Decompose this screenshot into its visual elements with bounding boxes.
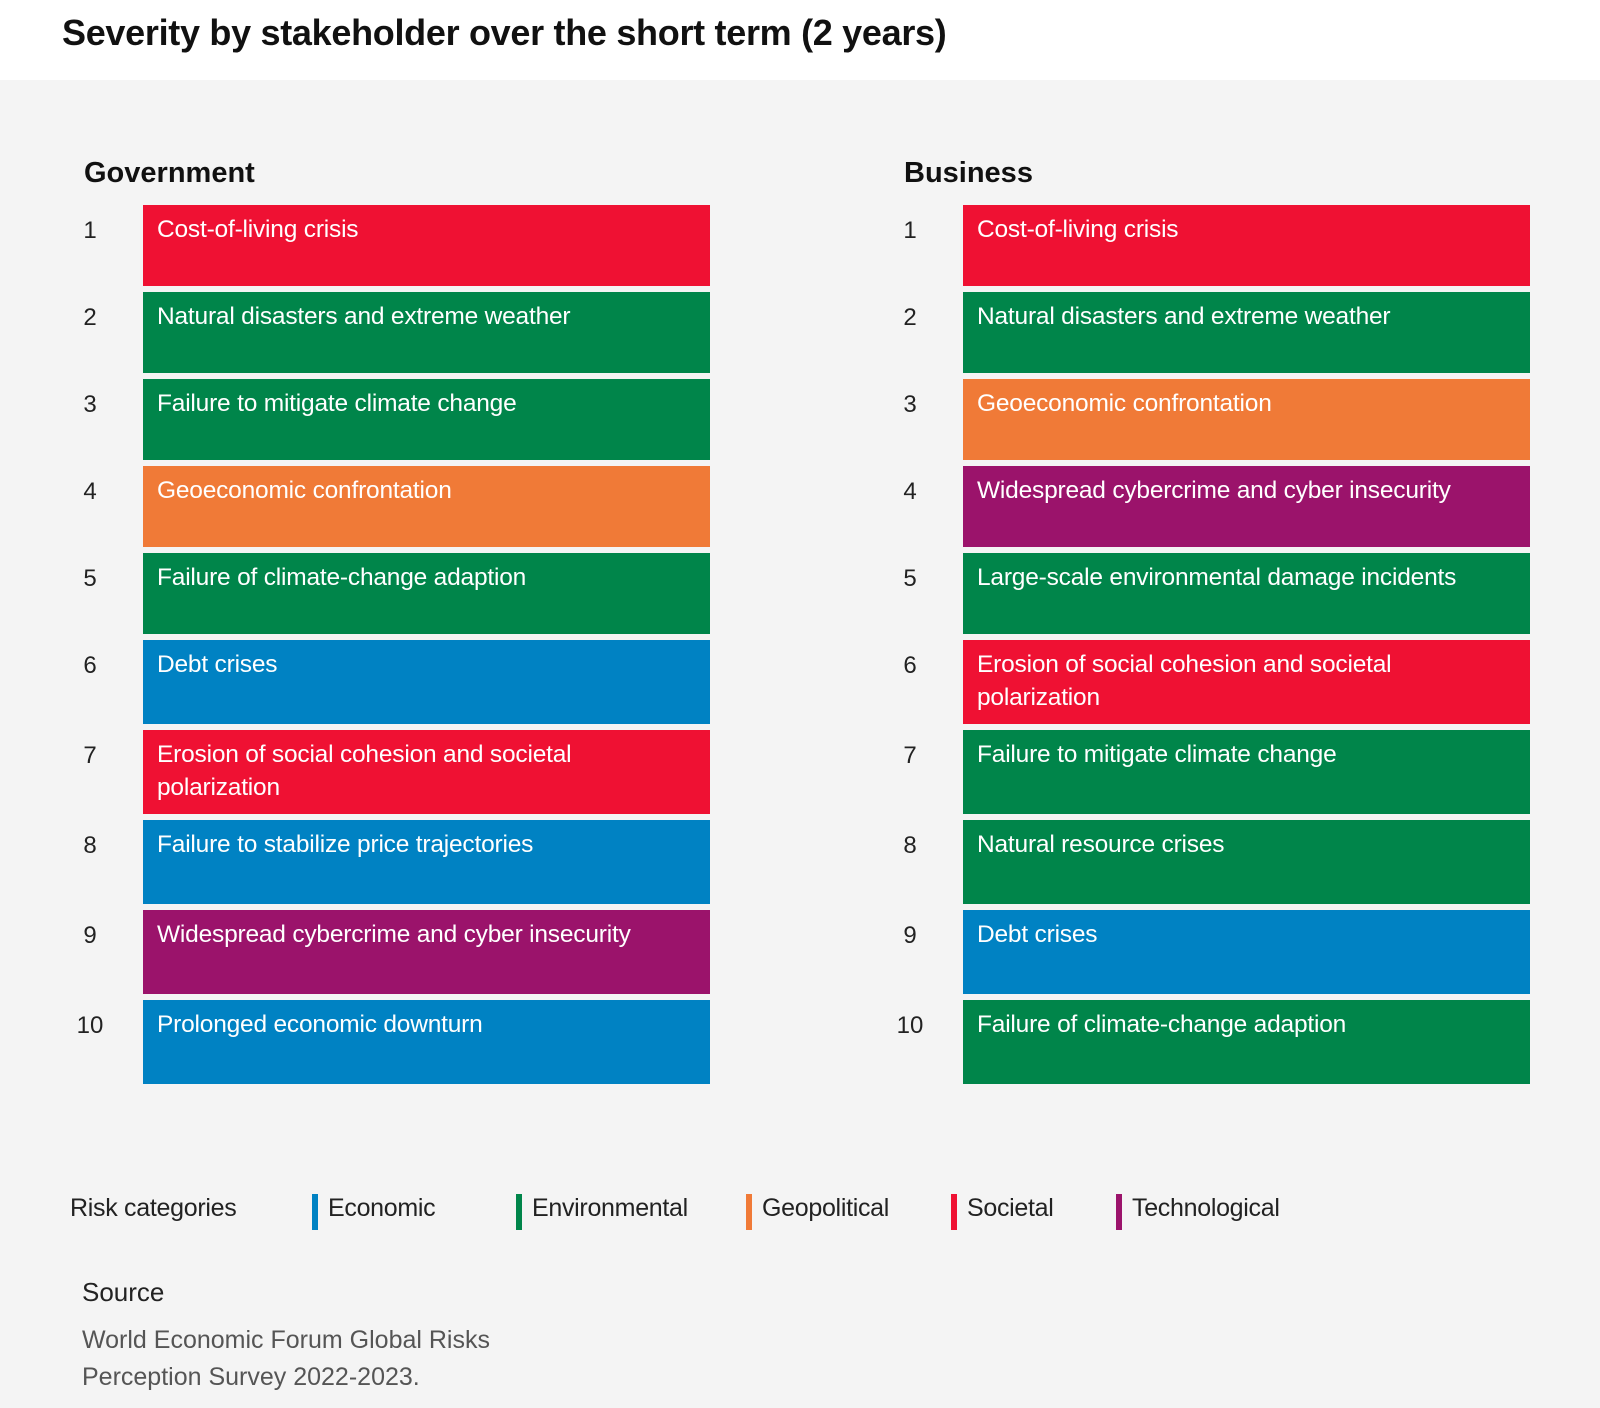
risk-row-business: 7 Failure to mitigate climate change <box>890 730 1540 814</box>
risk-bar: Cost-of-living crisis <box>143 205 710 286</box>
legend-swatch-societal <box>951 1194 957 1230</box>
header-band: Severity by stakeholder over the short t… <box>0 0 1600 80</box>
panel-title-government: Government <box>84 157 255 189</box>
risk-row-business: 2 Natural disasters and extreme weather <box>890 292 1540 373</box>
risk-bar: Failure of climate-change adaption <box>143 553 710 634</box>
risk-row-business: 1 Cost-of-living crisis <box>890 205 1540 286</box>
risk-bar: Failure to mitigate climate change <box>143 379 710 460</box>
risk-row-government: 1 Cost-of-living crisis <box>70 205 720 286</box>
risk-row-business: 9 Debt crises <box>890 910 1540 994</box>
rank-number: 10 <box>896 1012 924 1039</box>
risk-bar: Failure to mitigate climate change <box>963 730 1530 814</box>
rank-number: 8 <box>903 832 917 859</box>
risk-row-business: 3 Geoeconomic confrontation <box>890 379 1540 460</box>
risk-bar: Natural resource crises <box>963 820 1530 904</box>
risk-bar: Widespread cybercrime and cyber insecuri… <box>143 910 710 994</box>
legend-text-geopolitical: Geopolitical <box>762 1194 890 1222</box>
rank-number: 6 <box>83 652 97 679</box>
risk-row-business: 8 Natural resource crises <box>890 820 1540 904</box>
risk-row-business: 5 Large-scale environmental damage incide… <box>890 553 1540 634</box>
legend-label: Risk categories <box>70 1194 237 1222</box>
risk-row-government: 9 Widespread cybercrime and cyber insecur… <box>70 910 720 994</box>
rank-number: 3 <box>83 391 97 418</box>
rank-number: 4 <box>903 478 917 505</box>
rank-number: 9 <box>903 922 917 949</box>
legend-swatch-environmental <box>516 1194 522 1230</box>
rank-number: 7 <box>83 742 97 769</box>
rank-number: 8 <box>83 832 97 859</box>
risk-bar: Large-scale environmental damage inciden… <box>963 553 1530 634</box>
risk-bar: Erosion of social cohesion and societal … <box>963 640 1530 724</box>
legend-swatch-geopolitical <box>746 1194 752 1230</box>
risk-row-government: 6 Debt crises <box>70 640 720 724</box>
risk-row-business: 6 Erosion of social cohesion and societal… <box>890 640 1540 724</box>
rank-number: 4 <box>83 478 97 505</box>
risk-row-government: 8 Failure to stabilize price trajectories <box>70 820 720 904</box>
risk-bar: Geoeconomic confrontation <box>143 466 710 547</box>
chart-title: Severity by stakeholder over the short t… <box>62 12 947 53</box>
risk-bar: Natural disasters and extreme weather <box>963 292 1530 373</box>
rank-number: 7 <box>903 742 917 769</box>
rank-number: 5 <box>903 565 917 592</box>
legend-swatch-economic <box>312 1194 318 1230</box>
risk-bar: Failure to stabilize price trajectories <box>143 820 710 904</box>
legend-text-societal: Societal <box>967 1194 1054 1222</box>
risk-bar: Failure of climate-change adaption <box>963 1000 1530 1084</box>
risk-bar: Debt crises <box>963 910 1530 994</box>
risk-bar: Debt crises <box>143 640 710 724</box>
rank-number: 6 <box>903 652 917 679</box>
risk-bar: Geoeconomic confrontation <box>963 379 1530 460</box>
risk-bar: Prolonged economic downturn <box>143 1000 710 1084</box>
risk-row-government: 2 Natural disasters and extreme weather <box>70 292 720 373</box>
risk-row-government: 7 Erosion of social cohesion and societal… <box>70 730 720 814</box>
rank-number: 10 <box>76 1012 104 1039</box>
risk-row-business: 10 Failure of climate-change adaption <box>890 1000 1540 1084</box>
risk-row-government: 10 Prolonged economic downturn <box>70 1000 720 1084</box>
rank-number: 9 <box>83 922 97 949</box>
risk-bar: Cost-of-living crisis <box>963 205 1530 286</box>
risk-bar: Natural disasters and extreme weather <box>143 292 710 373</box>
legend-text-economic: Economic <box>328 1194 436 1222</box>
rank-number: 5 <box>83 565 97 592</box>
panel-business: Business 1 Cost-of-living crisis 2 Natural … <box>890 155 1540 1084</box>
legend-text-environmental: Environmental <box>532 1194 688 1222</box>
risk-row-government: 4 Geoeconomic confrontation <box>70 466 720 547</box>
risk-row-government: 5 Failure of climate-change adaption <box>70 553 720 634</box>
rank-number: 3 <box>903 391 917 418</box>
rank-number: 1 <box>83 217 97 244</box>
risk-bar: Widespread cybercrime and cyber insecuri… <box>963 466 1530 547</box>
legend-swatch-technological <box>1116 1194 1122 1230</box>
panel-government: Government 1 Cost-of-living crisis 2 Natura… <box>70 155 720 1084</box>
risk-row-government: 3 Failure to mitigate climate change <box>70 379 720 460</box>
rank-number: 1 <box>903 217 917 244</box>
source-text: World Economic Forum Global Risks Percep… <box>82 1326 490 1391</box>
rank-number: 2 <box>903 304 917 331</box>
source-heading: Source <box>82 1277 165 1307</box>
legend-text-technological: Technological <box>1132 1194 1280 1222</box>
risk-row-business: 4 Widespread cybercrime and cyber insecur… <box>890 466 1540 547</box>
rank-number: 2 <box>83 304 97 331</box>
risk-bar: Erosion of social cohesion and societal … <box>143 730 710 814</box>
panel-title-business: Business <box>904 157 1033 189</box>
